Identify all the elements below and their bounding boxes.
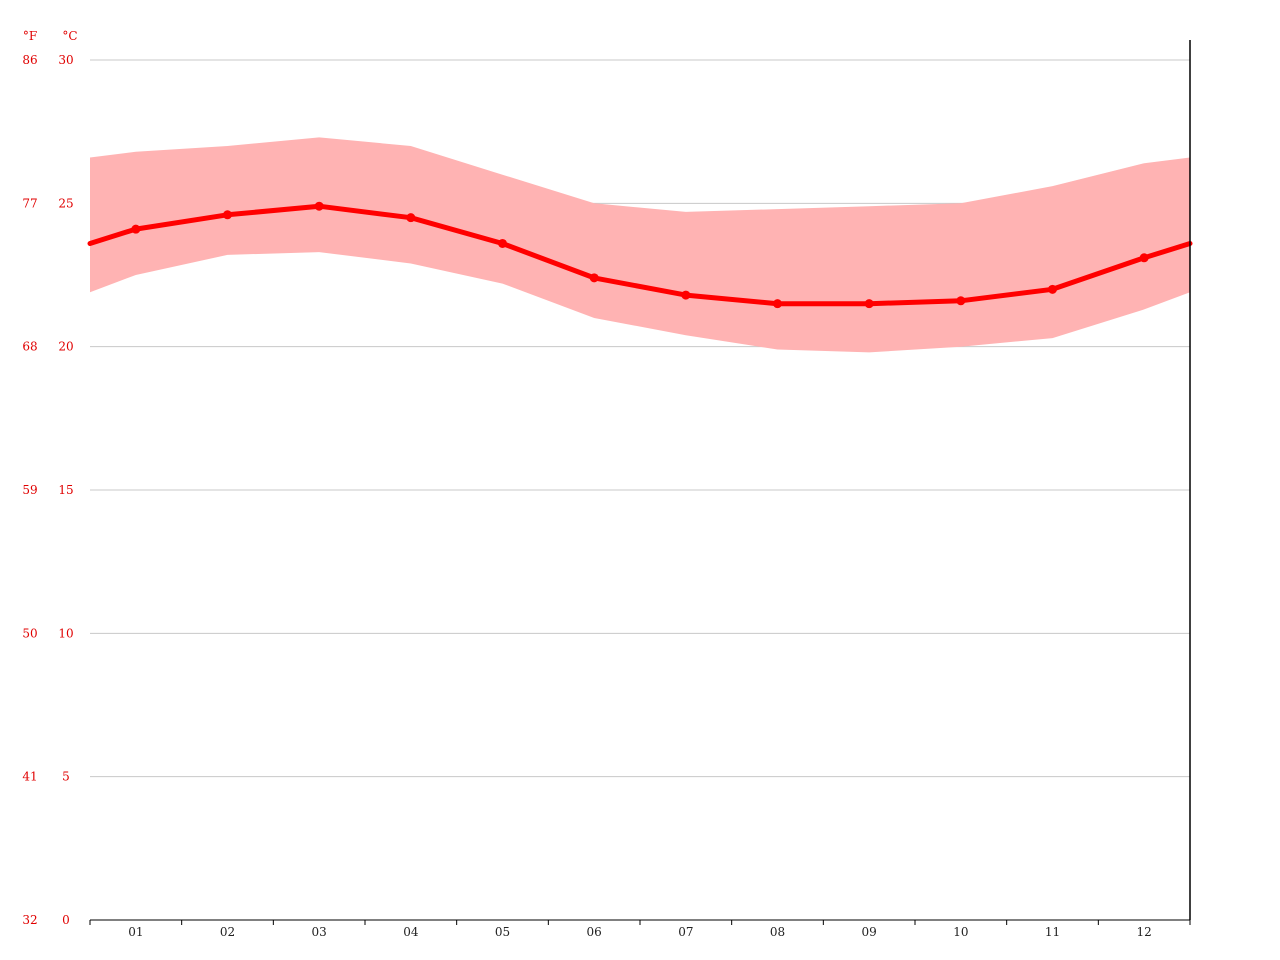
y-tick-label-celsius: 10	[58, 626, 73, 640]
mean-temperature-point	[864, 299, 874, 309]
axes	[89, 40, 1191, 925]
x-tick-label: 06	[587, 925, 602, 939]
y-tick-label-celsius: 0	[62, 913, 70, 927]
mean-temperature-point	[406, 213, 416, 223]
y-tick-label-fahrenheit: 86	[22, 53, 37, 67]
y-tick-label-fahrenheit: 77	[22, 196, 37, 210]
mean-temperature-point	[314, 201, 324, 211]
x-tick-label: 02	[220, 925, 235, 939]
x-tick-label: 07	[678, 925, 693, 939]
y-tick-label-fahrenheit: 50	[22, 626, 37, 640]
y-tick-label-fahrenheit: 68	[22, 340, 37, 354]
min-max-band	[90, 137, 1190, 353]
x-tick-label: 05	[495, 925, 510, 939]
mean-temperature-point	[773, 299, 782, 309]
axis-labels: °F °C 0 32 5 41 10 50 15 59 20 68 25 77 30 86 01 02 03 04…	[22, 29, 1151, 939]
mean-temperature-point	[131, 224, 141, 234]
mean-temperature-point	[956, 296, 966, 306]
celsius-unit-label: °C	[62, 29, 77, 43]
x-tick-label: 08	[770, 925, 785, 939]
x-tick-label: 04	[403, 925, 419, 939]
mean-temperature-point	[223, 210, 232, 220]
mean-temperature-point	[1139, 253, 1149, 263]
y-tick-label-fahrenheit: 41	[22, 770, 37, 784]
mean-temperature-point	[589, 273, 599, 283]
y-tick-label-celsius: 30	[58, 53, 73, 67]
x-tick-label: 01	[128, 925, 143, 939]
mean-temperature-line	[87, 203, 1193, 307]
temperature-range-band	[90, 137, 1190, 353]
mean-temperature-series	[87, 201, 1193, 309]
x-tick-label: 10	[953, 925, 968, 939]
x-tick-label: 09	[862, 925, 877, 939]
mean-temperature-point	[681, 290, 691, 300]
y-tick-label-celsius: 15	[58, 483, 73, 497]
y-tick-label-fahrenheit: 59	[22, 483, 37, 497]
y-tick-label-celsius: 5	[62, 770, 70, 784]
x-tick-label: 11	[1045, 925, 1060, 939]
fahrenheit-unit-label: °F	[23, 29, 37, 43]
y-tick-label-fahrenheit: 32	[22, 913, 37, 927]
mean-temperature-point	[498, 238, 507, 248]
y-tick-label-celsius: 20	[58, 340, 73, 354]
mean-temperature-point	[1048, 284, 1057, 294]
x-tick-label: 03	[312, 925, 327, 939]
x-tick-label: 12	[1137, 925, 1152, 939]
y-tick-label-celsius: 25	[58, 196, 73, 210]
